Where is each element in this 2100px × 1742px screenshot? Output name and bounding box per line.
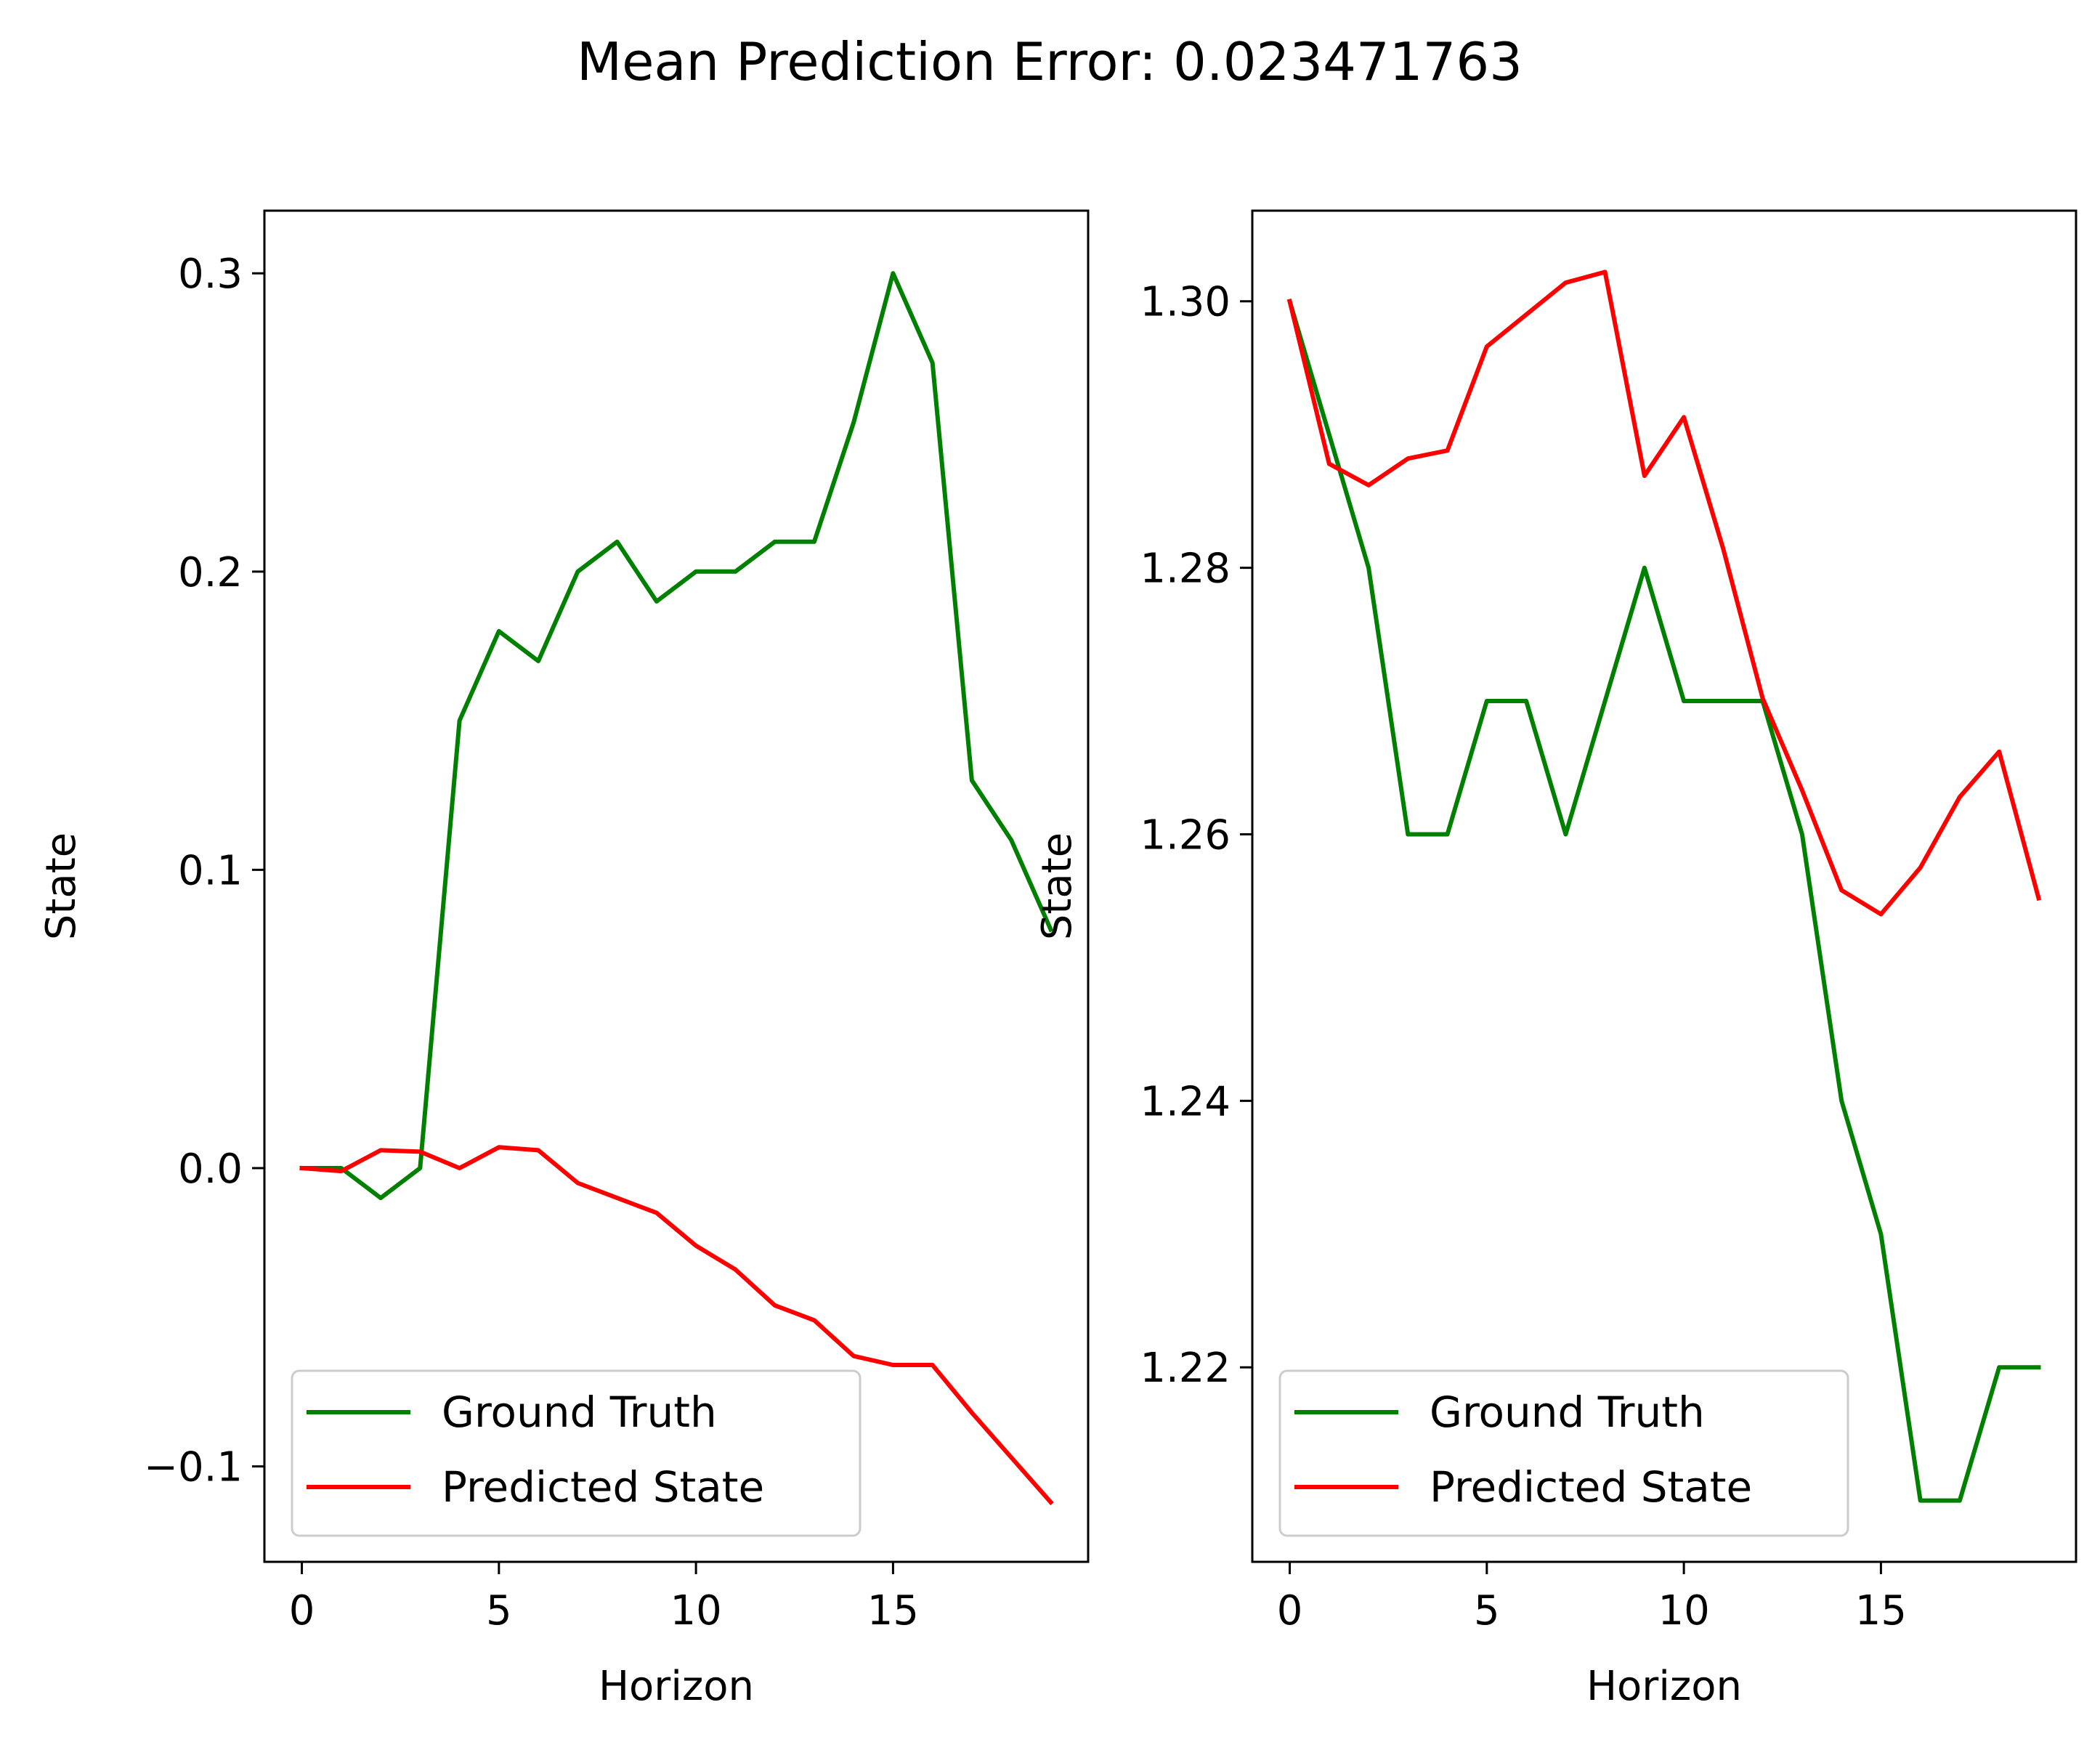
x-tick-label: 0: [289, 1587, 315, 1634]
x-axis-label: Horizon: [1586, 1663, 1742, 1710]
axes-frame: [263, 209, 1090, 1563]
series-line-ground-truth: [299, 271, 1054, 1201]
x-tick-label: 5: [1474, 1587, 1500, 1634]
x-tick-label: 10: [670, 1587, 721, 1634]
legend-box: [291, 1369, 862, 1537]
axes-frame: [1251, 209, 2077, 1563]
chart-panel-2: 0 5 10 15 1.22 1.24 1.26 1.28 1.30 Horizon State Gr…: [1034, 209, 2077, 1710]
y-axis-label: State: [38, 832, 85, 940]
y-tick-label: 0.0: [178, 1146, 243, 1193]
y-tick-label: 1.28: [1140, 546, 1231, 593]
y-tick-label: 0.2: [178, 549, 243, 596]
x-tick-label: 15: [867, 1587, 919, 1634]
legend: Ground Truth Predicted State: [1278, 1369, 1849, 1537]
legend: Ground Truth Predicted State: [291, 1369, 862, 1537]
legend-label: Predicted State: [442, 1462, 764, 1512]
y-tick-label: 0.1: [178, 847, 243, 894]
series-line-ground-truth: [1286, 298, 2041, 1503]
y-tick-label: 1.24: [1140, 1078, 1231, 1125]
x-tick-label: 0: [1277, 1587, 1303, 1634]
y-tick-label: 1.22: [1140, 1345, 1231, 1392]
y-tick-label: 1.26: [1140, 811, 1231, 859]
y-tick-label: −0.1: [144, 1444, 243, 1491]
y-tick-label: 0.3: [178, 251, 243, 298]
legend-label: Ground Truth: [1430, 1387, 1705, 1437]
figure-title: Mean Prediction Error: 0.023471763: [577, 31, 1523, 92]
chart-panel-1: 0 5 10 15 −0.1 0.0 0.1 0.2 0.3 Horizon State Ground…: [38, 209, 1090, 1710]
legend-label: Ground Truth: [442, 1387, 717, 1437]
series-line-predicted-state: [299, 1145, 1054, 1506]
y-axis-label: State: [1034, 832, 1081, 940]
x-tick-label: 10: [1658, 1587, 1709, 1634]
x-axis-label: Horizon: [599, 1663, 754, 1710]
x-tick-label: 5: [486, 1587, 512, 1634]
x-tick-label: 15: [1855, 1587, 1907, 1634]
legend-box: [1278, 1369, 1849, 1537]
y-tick-label: 1.30: [1140, 279, 1231, 326]
legend-label: Predicted State: [1430, 1462, 1752, 1512]
series-line-predicted-state: [1286, 270, 2042, 917]
